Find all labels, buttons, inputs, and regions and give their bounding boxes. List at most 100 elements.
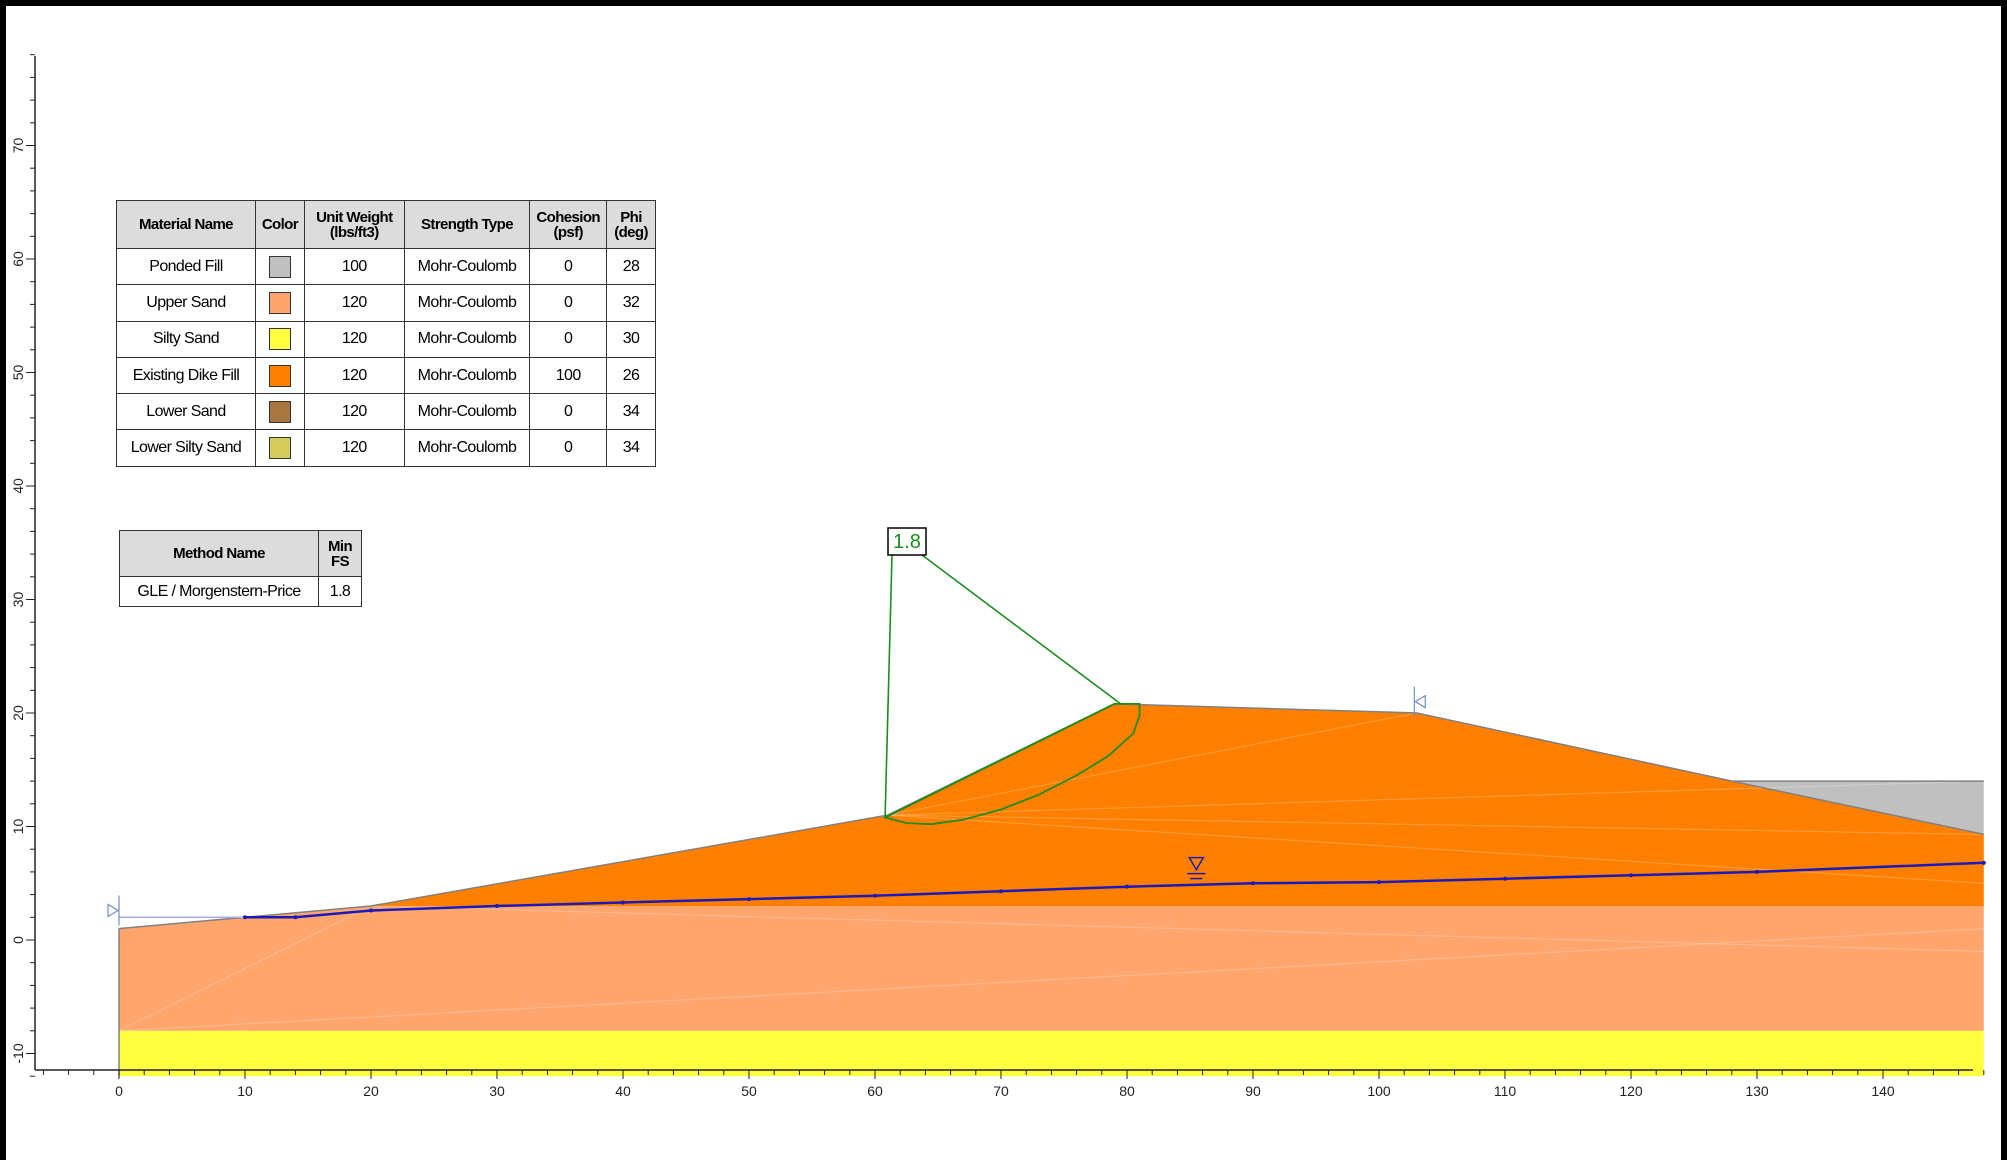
header-color: Color [254,200,305,249]
fs-leader-line [884,554,893,818]
header-unit-weight-line1: Unit Weight [316,208,393,226]
header-phi-line1: Phi [620,208,642,226]
mesh-line [370,905,1984,952]
header-cohesion-line2: (psf) [553,223,583,241]
materials-table: Material Name Color Unit Weight (lbs/ft3… [116,200,656,467]
material-color-swatch [268,364,291,387]
water-table-vertex [1125,884,1129,889]
header-min-fs-line1: Min [327,537,353,555]
water-table-vertex [1629,873,1633,878]
mesh-line [887,712,1417,816]
x-tick-label: 130 [1745,1083,1769,1099]
material-row: Existing Dike Fill 120 Mohr-Coulomb 100 … [116,356,656,395]
axes: 0 10 20 30 40 50 60 70 80 90 100 110 120 130 140-10010… [10,54,1985,1099]
critical-slip-surface [882,703,1141,826]
material-cohesion: 0 [529,320,608,358]
water-table-vertex [621,900,625,905]
mesh-line [887,780,1984,816]
material-row: Upper Sand 120 Mohr-Coulomb 0 32 [116,284,656,322]
x-tick-label: 110 [1494,1083,1517,1099]
header-cohesion: Cohesion (psf) [529,200,608,249]
material-color-swatch [268,437,291,460]
material-color-cell [254,247,305,286]
material-name: Upper Sand [116,284,256,322]
material-name: Ponded Fill [116,247,256,286]
y-tick-label: 0 [10,936,26,944]
methods-header-row: Method Name Min FS [119,530,362,577]
header-phi-line2: (deg) [614,223,648,241]
material-strength-type: Mohr-Coulomb [403,356,531,395]
water-table-vertex [1377,880,1381,885]
header-method-name: Method Name [119,530,319,577]
y-tick-label: -10 [10,1043,26,1063]
fs-label: 1.8 [893,531,921,553]
x-tick-label: 120 [1619,1083,1643,1099]
water-table-vertex [243,915,247,920]
mesh-line [118,928,1984,1032]
method-min-fs: 1.8 [318,576,362,607]
y-tick-label: 70 [10,138,26,154]
mesh-line [887,814,1984,835]
slip-limit-right-icon [1414,694,1426,709]
slip-limit-left-icon [107,903,120,918]
x-tick-label: 50 [741,1083,757,1099]
material-color-swatch [268,400,291,423]
material-strength-type: Mohr-Coulomb [403,247,531,286]
material-row: Silty Sand 120 Mohr-Coulomb 0 30 [116,320,656,358]
water-table-vertex [293,915,298,920]
y-tick-label: 20 [10,705,26,721]
method-row: GLE / Morgenstern-Price 1.8 [119,576,362,607]
material-row: Ponded Fill 100 Mohr-Coulomb 0 28 [116,247,656,286]
x-tick-label: 30 [489,1083,505,1099]
material-cohesion: 0 [529,429,608,467]
material-color-swatch [268,291,291,314]
y-tick-label: 50 [10,365,26,381]
water-table-vertex [747,897,751,902]
material-phi: 28 [606,247,656,286]
material-unit-weight: 120 [303,320,405,358]
x-tick-label: 20 [363,1083,379,1099]
material-phi: 34 [606,429,656,467]
material-color-cell [254,356,305,395]
overlays: 1.8 [107,527,1986,926]
material-strength-type: Mohr-Coulomb [403,284,531,322]
header-phi: Phi (deg) [606,200,656,249]
dike-fill-layer [371,703,1984,906]
material-color-cell [254,429,305,467]
header-min-fs-line2: FS [331,552,350,570]
x-tick-label: 60 [867,1083,883,1099]
soil-layers [118,703,1984,1077]
material-phi: 34 [606,393,656,431]
water-table-vertex [999,889,1003,894]
material-color-cell [254,393,305,431]
x-tick-label: 10 [237,1083,253,1099]
material-name: Existing Dike Fill [116,356,256,395]
water-table-vertex [1503,876,1507,881]
water-table-vertex [1755,869,1759,874]
x-tick-label: 100 [1367,1083,1391,1099]
material-color-swatch [268,255,291,278]
header-unit-weight: Unit Weight (lbs/ft3) [303,200,405,249]
materials-header-row: Material Name Color Unit Weight (lbs/ft3… [116,200,656,249]
silty-sand-layer [119,1030,1984,1077]
ground-surface-line [118,703,1984,1077]
method-name: GLE / Morgenstern-Price [119,576,319,607]
water-table-symbol-icon [1187,856,1205,872]
y-tick-label: 30 [10,592,26,608]
material-strength-type: Mohr-Coulomb [403,393,531,431]
water-table-vertex [873,893,877,898]
mesh-line [887,814,1984,884]
header-min-fs: Min FS [318,530,362,577]
x-tick-label: 140 [1871,1083,1895,1099]
material-color-cell [254,320,305,358]
header-unit-weight-line2: (lbs/ft3) [329,223,379,241]
material-name: Lower Silty Sand [116,429,256,467]
material-phi: 32 [606,284,656,322]
x-tick-label: 0 [115,1083,123,1099]
material-unit-weight: 120 [303,284,405,322]
material-row: Lower Sand 120 Mohr-Coulomb 0 34 [116,393,656,431]
x-tick-label: 70 [993,1083,1009,1099]
material-phi: 26 [606,356,656,395]
